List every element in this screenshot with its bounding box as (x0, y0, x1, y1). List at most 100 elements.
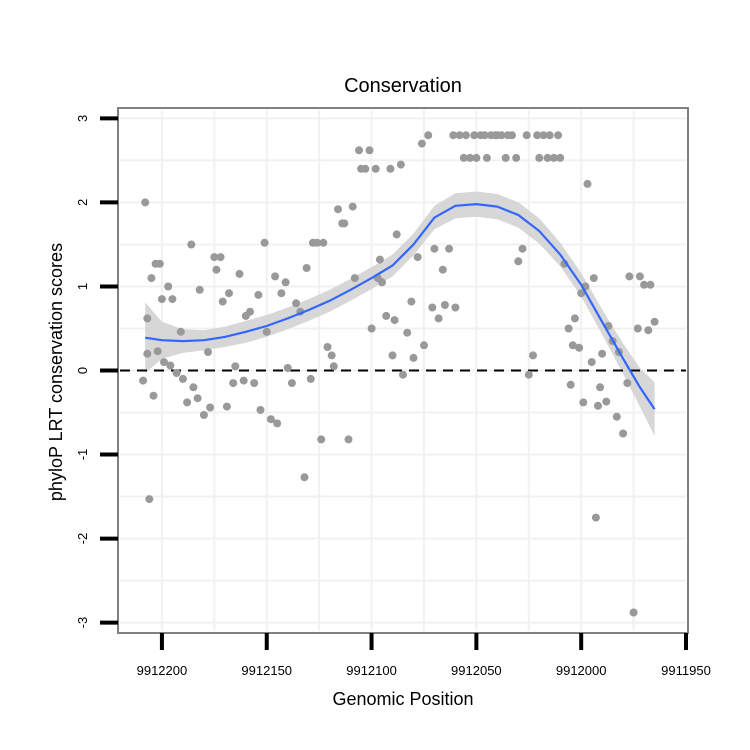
data-point (566, 380, 575, 389)
data-point (390, 316, 399, 325)
data-point (235, 269, 244, 278)
data-point (329, 362, 338, 371)
data-point (428, 303, 437, 312)
data-point (635, 272, 644, 281)
data-point (470, 131, 479, 140)
data-point (602, 397, 611, 406)
data-point (281, 278, 290, 287)
data-point (183, 398, 192, 407)
data-point (407, 297, 416, 306)
data-point (482, 153, 491, 162)
data-point (459, 153, 468, 162)
data-point (382, 311, 391, 320)
data-point (216, 253, 225, 262)
data-point (508, 131, 516, 140)
data-point (556, 153, 565, 162)
data-point (650, 317, 659, 326)
data-point (254, 290, 263, 299)
data-point (396, 160, 405, 169)
data-point (440, 301, 449, 309)
data-point (434, 314, 443, 323)
data-point (449, 131, 458, 140)
data-point (535, 153, 544, 162)
data-point (549, 153, 558, 162)
data-point (189, 383, 198, 392)
data-point (355, 146, 363, 155)
data-point (262, 327, 271, 336)
data-point (554, 131, 563, 140)
data-point (334, 205, 342, 214)
data-point (417, 139, 426, 148)
data-point (271, 272, 280, 281)
data-point (539, 131, 548, 140)
data-point (350, 274, 359, 283)
data-point (583, 179, 592, 188)
data-point (596, 383, 605, 392)
y-axis-label: phyloP LRT conservation scores (46, 243, 66, 501)
data-point (524, 370, 533, 379)
data-point (403, 328, 412, 337)
data-point (222, 402, 231, 411)
data-point (348, 202, 357, 211)
data-point (564, 324, 573, 333)
y-tick-label: -2 (75, 533, 90, 545)
data-point (193, 394, 202, 403)
data-point (451, 303, 460, 312)
data-point (166, 361, 175, 370)
x-tick-label: 9912100 (346, 663, 397, 678)
data-point (231, 362, 240, 371)
data-point (225, 289, 233, 298)
data-point (472, 153, 481, 162)
data-point (625, 272, 634, 281)
data-point (629, 608, 638, 617)
data-point (319, 238, 328, 247)
data-point (386, 164, 395, 173)
data-point (514, 257, 523, 266)
data-point (413, 253, 422, 262)
data-point (388, 351, 397, 360)
x-tick-label: 9911950 (661, 663, 711, 678)
data-point (633, 324, 642, 333)
data-point (543, 153, 552, 162)
data-point (145, 495, 154, 504)
data-point (139, 376, 148, 385)
data-point (430, 244, 439, 253)
data-point (292, 299, 301, 308)
data-point (153, 347, 162, 356)
data-point (409, 353, 418, 362)
data-point (640, 280, 649, 289)
data-point (344, 435, 353, 444)
data-point (172, 369, 181, 377)
data-point (466, 153, 475, 162)
x-tick-label: 9912050 (451, 663, 502, 678)
data-point (420, 341, 428, 350)
y-tick-label: -1 (75, 449, 90, 461)
smooth-line-layer (145, 202, 656, 410)
data-point (287, 379, 296, 388)
data-point (568, 341, 577, 350)
data-point (361, 164, 370, 173)
data-point (212, 265, 221, 274)
data-point (313, 238, 322, 247)
data-point (646, 280, 655, 289)
data-point (260, 238, 269, 247)
data-point (323, 343, 332, 351)
data-point (579, 398, 588, 407)
data-point (160, 358, 168, 367)
data-point (176, 327, 185, 336)
data-point (623, 379, 632, 388)
data-point (365, 146, 374, 155)
data-point (598, 349, 607, 358)
y-tick-label: 1 (75, 283, 90, 290)
data-point (424, 131, 433, 140)
data-point (545, 131, 554, 140)
data-point (149, 391, 158, 400)
x-tick-label: 9912000 (556, 663, 607, 678)
data-point (587, 358, 596, 367)
data-point (340, 219, 349, 228)
data-point (218, 297, 227, 306)
data-point (302, 264, 311, 272)
data-point (575, 343, 584, 352)
data-point (612, 412, 621, 421)
